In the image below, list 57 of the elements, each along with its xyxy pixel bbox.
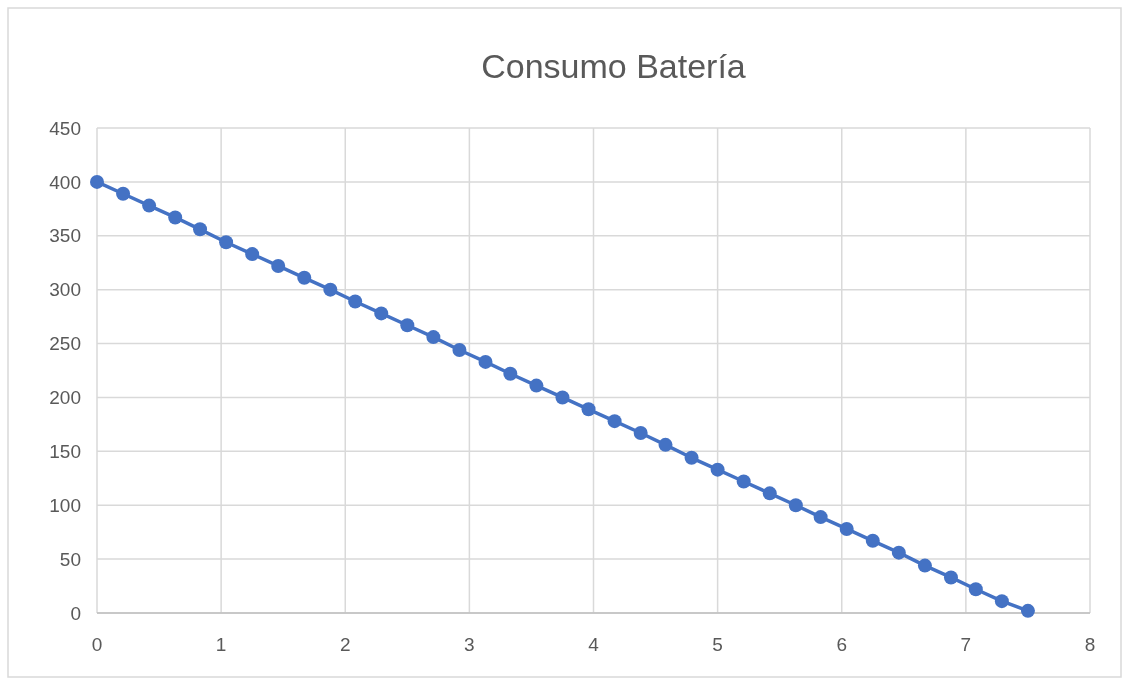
x-tick-label: 3	[464, 634, 475, 655]
y-tick-label: 350	[49, 225, 81, 247]
x-tick-label: 2	[339, 634, 351, 655]
x-tick-label: 7	[960, 634, 972, 655]
point	[607, 414, 622, 429]
point	[968, 582, 983, 597]
chart-title: Consumo Batería	[481, 47, 746, 85]
point	[193, 222, 208, 237]
point	[297, 270, 312, 285]
point	[245, 247, 260, 262]
point	[168, 210, 183, 225]
point	[994, 594, 1009, 609]
point	[865, 533, 880, 548]
point	[452, 343, 467, 358]
y-tick-label: 50	[59, 548, 81, 570]
point	[400, 318, 415, 333]
point	[219, 235, 234, 250]
point	[555, 390, 570, 405]
y-tick-label: 400	[49, 171, 81, 193]
y-tick-label: 150	[49, 440, 81, 462]
point	[891, 545, 906, 560]
point	[762, 486, 777, 501]
x-tick-label: 0	[91, 634, 103, 655]
point	[374, 306, 389, 321]
point	[90, 174, 104, 189]
point	[788, 498, 803, 513]
point	[426, 330, 441, 345]
point	[1020, 603, 1035, 618]
point	[658, 437, 673, 452]
x-tick-label: 1	[215, 634, 227, 655]
point	[142, 198, 157, 213]
point	[839, 521, 854, 536]
y-tick-label: 250	[49, 333, 81, 355]
y-tick-label: 0	[70, 602, 81, 624]
point	[503, 366, 518, 381]
x-tick-label: 4	[588, 634, 600, 655]
point	[736, 474, 751, 489]
point	[633, 426, 648, 441]
y-tick-label: 300	[49, 279, 81, 301]
point	[710, 462, 725, 477]
point	[684, 450, 699, 465]
point	[813, 510, 828, 525]
x-tick-label: 8	[1084, 634, 1096, 655]
point	[943, 570, 958, 585]
point	[323, 282, 338, 297]
x-tick-label: 6	[836, 634, 848, 655]
y-tick-label: 450	[49, 117, 81, 139]
x-tick-label: 5	[712, 634, 723, 655]
y-tick-label: 200	[49, 387, 81, 409]
point	[917, 558, 932, 573]
y-tick-label: 100	[49, 494, 81, 516]
point	[271, 258, 286, 273]
point	[529, 378, 544, 393]
point	[581, 402, 596, 417]
point	[348, 294, 363, 309]
point	[478, 354, 493, 369]
point	[116, 186, 131, 201]
